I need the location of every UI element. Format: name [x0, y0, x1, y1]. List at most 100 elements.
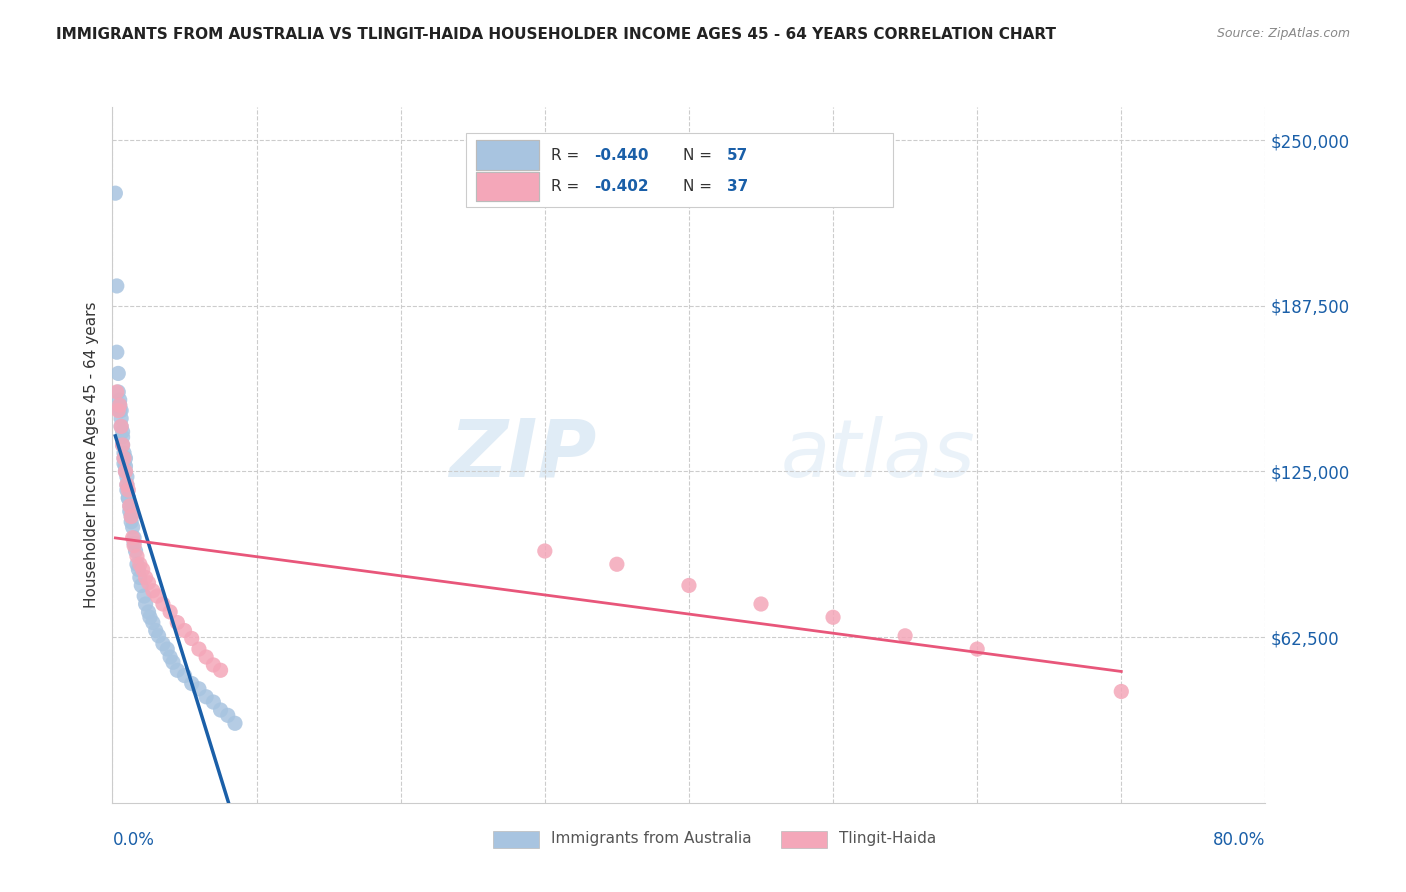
Point: [894, 629, 917, 643]
Point: [105, 384, 128, 399]
Point: [114, 451, 136, 466]
Text: Source: ZipAtlas.com: Source: ZipAtlas.com: [1216, 27, 1350, 40]
Point: [105, 345, 128, 359]
Point: [125, 549, 148, 564]
Point: [122, 536, 145, 550]
Point: [112, 451, 135, 466]
Point: [115, 477, 138, 491]
Point: [114, 465, 136, 479]
Point: [135, 570, 157, 584]
Point: [209, 703, 232, 717]
Point: [111, 430, 134, 444]
Text: ZIP: ZIP: [450, 416, 596, 494]
Point: [166, 663, 188, 677]
FancyBboxPatch shape: [494, 830, 538, 848]
Point: [224, 716, 246, 731]
Point: [107, 403, 129, 417]
Point: [188, 642, 211, 657]
Point: [142, 615, 165, 630]
Point: [173, 624, 195, 638]
Text: atlas: atlas: [782, 416, 976, 494]
Point: [112, 451, 135, 466]
Point: [108, 398, 131, 412]
Point: [159, 650, 181, 665]
Point: [125, 558, 148, 572]
Point: [111, 438, 134, 452]
Point: [110, 403, 132, 417]
Point: [138, 605, 160, 619]
Point: [129, 578, 153, 592]
Point: [105, 279, 128, 293]
Point: [112, 446, 135, 460]
Y-axis label: Householder Income Ages 45 - 64 years: Householder Income Ages 45 - 64 years: [83, 301, 98, 608]
Point: [749, 597, 772, 611]
Point: [966, 642, 988, 657]
Point: [118, 499, 141, 513]
Point: [678, 578, 700, 592]
Point: [138, 575, 160, 590]
Point: [142, 583, 165, 598]
FancyBboxPatch shape: [467, 133, 893, 207]
Point: [180, 676, 202, 690]
Point: [120, 509, 142, 524]
Point: [173, 668, 195, 682]
Point: [134, 589, 156, 603]
Point: [152, 597, 174, 611]
Point: [156, 642, 179, 657]
Point: [145, 624, 167, 638]
Point: [108, 392, 131, 407]
Point: [1111, 684, 1133, 698]
FancyBboxPatch shape: [475, 140, 538, 169]
Point: [209, 663, 232, 677]
Text: 37: 37: [727, 179, 748, 194]
Point: [120, 515, 142, 529]
Text: Immigrants from Australia: Immigrants from Australia: [551, 831, 751, 847]
Point: [124, 544, 146, 558]
Text: N =: N =: [683, 179, 717, 194]
Point: [115, 477, 138, 491]
Point: [117, 483, 139, 497]
Point: [162, 656, 184, 670]
Text: -0.402: -0.402: [595, 179, 650, 194]
Point: [127, 563, 149, 577]
Point: [111, 425, 134, 439]
Point: [132, 563, 155, 577]
Point: [108, 403, 131, 417]
Point: [139, 610, 162, 624]
FancyBboxPatch shape: [475, 172, 538, 201]
Text: -0.440: -0.440: [595, 147, 650, 162]
Point: [148, 629, 170, 643]
Point: [118, 504, 141, 518]
Point: [534, 544, 557, 558]
Point: [122, 531, 145, 545]
Point: [107, 367, 129, 381]
Point: [128, 570, 150, 584]
Point: [202, 657, 225, 672]
Point: [217, 708, 239, 723]
Point: [159, 605, 181, 619]
Point: [202, 695, 225, 709]
Point: [110, 419, 132, 434]
Point: [122, 539, 145, 553]
Point: [128, 558, 150, 572]
Text: 57: 57: [727, 147, 748, 162]
Point: [115, 470, 138, 484]
Point: [821, 610, 844, 624]
Point: [195, 690, 218, 704]
Point: [115, 483, 138, 497]
Text: R =: R =: [551, 147, 583, 162]
Point: [114, 465, 136, 479]
FancyBboxPatch shape: [782, 830, 827, 848]
Point: [121, 531, 143, 545]
Point: [121, 520, 143, 534]
Text: 80.0%: 80.0%: [1213, 830, 1265, 848]
Point: [111, 438, 134, 452]
Point: [110, 419, 132, 434]
Point: [606, 558, 628, 572]
Point: [114, 459, 136, 474]
Point: [112, 457, 135, 471]
Text: N =: N =: [683, 147, 717, 162]
Point: [118, 499, 141, 513]
Text: IMMIGRANTS FROM AUSTRALIA VS TLINGIT-HAIDA HOUSEHOLDER INCOME AGES 45 - 64 YEARS: IMMIGRANTS FROM AUSTRALIA VS TLINGIT-HAI…: [56, 27, 1056, 42]
Text: R =: R =: [551, 179, 583, 194]
